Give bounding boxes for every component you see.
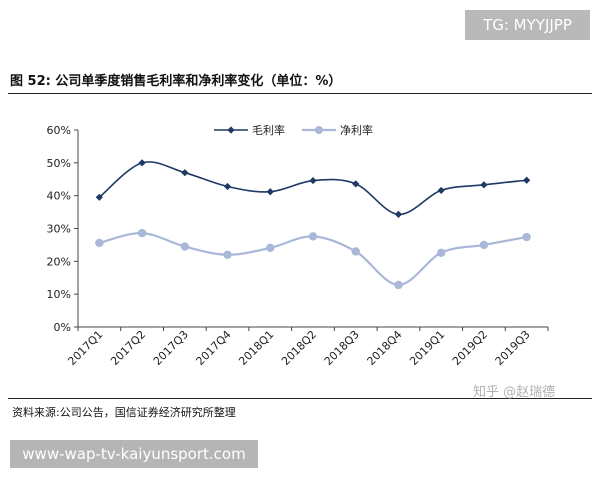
- data-point: [181, 169, 189, 177]
- x-tick-label: 2018Q2: [279, 328, 319, 368]
- x-tick-label: 2017Q2: [108, 328, 148, 368]
- data-point: [522, 232, 531, 242]
- chart-series: [95, 159, 531, 290]
- site-badge: www-wap-tv-kaiyunsport.com: [10, 440, 258, 468]
- data-point: [180, 242, 190, 251]
- y-tick-label: 10%: [47, 288, 71, 301]
- x-tick-label: 2019Q2: [450, 328, 490, 368]
- data-point: [137, 228, 147, 238]
- data-point: [95, 238, 104, 248]
- y-tick-label: 20%: [47, 255, 71, 268]
- x-tick-label: 2019Q3: [493, 328, 533, 368]
- data-point: [309, 176, 317, 185]
- y-tick-label: 40%: [47, 190, 71, 203]
- x-tick-label: 2018Q1: [236, 328, 276, 368]
- series-line-0: [98, 161, 527, 216]
- y-tick-label: 60%: [47, 124, 71, 137]
- watermark: 知乎 @赵瑞德: [473, 385, 556, 400]
- data-point: [266, 243, 275, 253]
- x-tick-label: 2017Q1: [65, 328, 105, 368]
- data-point: [479, 240, 489, 250]
- legend-marker-0: [227, 126, 235, 134]
- data-point: [436, 248, 446, 257]
- x-tick-label: 2018Q3: [322, 328, 362, 368]
- x-tick-label: 2017Q4: [194, 328, 234, 368]
- y-tick-label: 50%: [47, 157, 71, 170]
- x-tick-label: 2017Q3: [151, 328, 191, 368]
- title-rule: [8, 93, 592, 94]
- data-point: [480, 181, 488, 189]
- data-point: [223, 250, 232, 259]
- legend-label-0: 毛利率: [252, 123, 285, 137]
- data-point: [523, 176, 531, 184]
- source-rule: [8, 398, 592, 399]
- tg-badge: TG: MYYJJPP: [465, 10, 590, 40]
- y-tick-label: 0%: [54, 321, 71, 334]
- data-point: [308, 232, 318, 241]
- source-note: 资料来源:公司公告，国信证券经济研究所整理: [12, 406, 236, 419]
- data-point: [138, 159, 146, 167]
- y-tick-label: 30%: [47, 223, 71, 236]
- data-point: [223, 182, 232, 191]
- data-point: [352, 180, 360, 188]
- data-point: [95, 193, 103, 201]
- x-tick-label: 2019Q1: [407, 328, 447, 368]
- series-line-1: [99, 231, 527, 287]
- chart-legend: 毛利率 净利率: [214, 123, 373, 137]
- data-point: [394, 210, 403, 218]
- data-point: [437, 186, 445, 195]
- data-point: [351, 247, 360, 256]
- data-point: [266, 188, 274, 196]
- figure-title: 图 52: 公司单季度销售毛利率和净利率变化（单位：%）: [10, 74, 342, 89]
- legend-marker-1: [315, 126, 323, 134]
- legend-label-1: 净利率: [340, 123, 373, 137]
- data-point: [394, 280, 403, 290]
- x-tick-label: 2018Q4: [365, 328, 405, 368]
